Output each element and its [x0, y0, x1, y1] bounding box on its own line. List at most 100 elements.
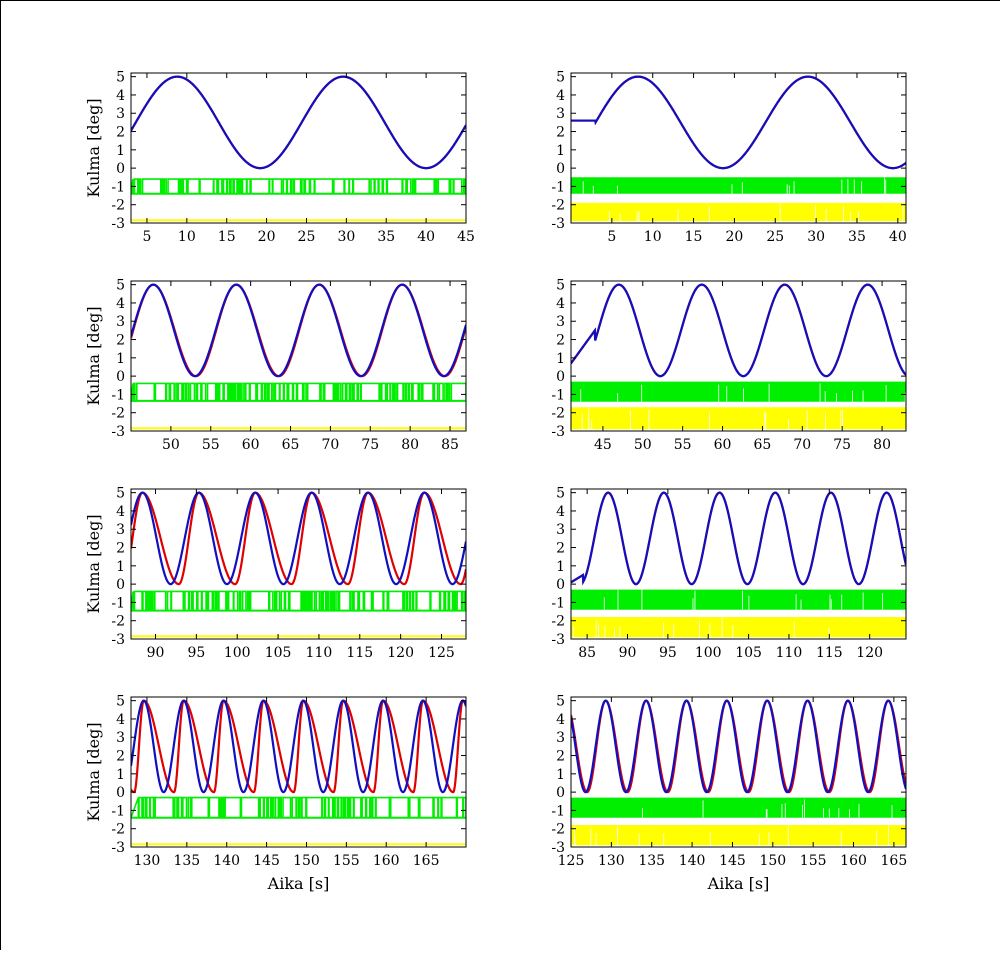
panel-7: 5 4 3 2 1 0 -1 -2 -3 130 135 140 145 150 155 160 165 Kulm… — [84, 694, 467, 893]
series-reference-line — [131, 75, 466, 170]
x-tick-label: 45 — [594, 437, 612, 453]
y-tick-label: 1 — [116, 767, 125, 783]
y-tick-label: 5 — [556, 70, 565, 86]
y-tick-label: 1 — [116, 351, 125, 367]
y-axis-label: Kulma [deg] — [84, 306, 103, 405]
x-tick-label: 60 — [242, 437, 260, 453]
x-tick-label: 25 — [298, 229, 316, 245]
x-tick-label: 30 — [337, 229, 355, 245]
series-measured-line — [571, 283, 906, 378]
x-tick-label: 125 — [558, 853, 585, 869]
x-axis-label: Aika [s] — [267, 874, 330, 893]
y-tick-label: 4 — [556, 296, 565, 312]
x-tick-label: 80 — [401, 437, 419, 453]
y-tick-label: 0 — [116, 369, 125, 385]
y-tick-label: 3 — [116, 106, 125, 122]
y-tick-label: -1 — [111, 595, 125, 611]
x-tick-label: 105 — [265, 645, 292, 661]
x-tick-label: 140 — [679, 853, 706, 869]
series-reference-line — [571, 75, 906, 170]
y-tick-label: 3 — [116, 522, 125, 538]
x-tick-label: 110 — [776, 645, 803, 661]
axes-frame — [130, 696, 467, 848]
x-tick-label: 5 — [142, 229, 151, 245]
y-tick-label: -1 — [551, 179, 565, 195]
y-tick-label: 5 — [556, 278, 565, 294]
x-tick-label: 70 — [793, 437, 811, 453]
x-tick-label: 65 — [754, 437, 772, 453]
y-tick-label: 5 — [116, 278, 125, 294]
x-tick-label: 115 — [816, 645, 843, 661]
y-tick-label: 0 — [116, 577, 125, 593]
series-green-band — [571, 381, 906, 402]
series-measured-line — [131, 699, 466, 794]
x-tick-label: 15 — [685, 229, 703, 245]
y-tick-label: -2 — [551, 198, 565, 214]
x-tick-label: 140 — [213, 853, 240, 869]
y-tick-label: 4 — [116, 88, 125, 104]
x-tick-label: 50 — [634, 437, 652, 453]
y-tick-label: 1 — [556, 767, 565, 783]
x-tick-label: 150 — [293, 853, 320, 869]
y-axis-label: Kulma [deg] — [84, 722, 103, 821]
x-tick-label: 25 — [766, 229, 784, 245]
x-tick-label: 120 — [856, 645, 883, 661]
y-tick-label: -3 — [551, 216, 565, 232]
y-tick-label: 4 — [556, 712, 565, 728]
y-axis-label: Kulma [deg] — [84, 98, 103, 197]
axes-frame — [130, 280, 467, 432]
y-tick-label: 2 — [556, 749, 565, 765]
series-measured-line — [571, 491, 906, 586]
y-tick-label: -3 — [111, 216, 125, 232]
x-tick-label: 100 — [224, 645, 251, 661]
y-tick-label: -2 — [111, 198, 125, 214]
y-tick-label: 5 — [116, 70, 125, 86]
x-tick-label: 30 — [807, 229, 825, 245]
x-tick-label: 90 — [619, 645, 637, 661]
x-tick-label: 20 — [258, 229, 276, 245]
x-tick-label: 90 — [147, 645, 165, 661]
y-tick-label: -1 — [551, 595, 565, 611]
y-tick-label: 3 — [556, 106, 565, 122]
y-tick-label: 5 — [116, 694, 125, 710]
series-green-band — [571, 589, 906, 610]
y-tick-label: 0 — [556, 577, 565, 593]
x-tick-label: 160 — [840, 853, 867, 869]
y-tick-label: 3 — [556, 522, 565, 538]
x-tick-label: 75 — [361, 437, 379, 453]
y-tick-label: -3 — [111, 424, 125, 440]
x-tick-label: 165 — [413, 853, 440, 869]
y-tick-label: 2 — [116, 333, 125, 349]
y-tick-label: 5 — [556, 486, 565, 502]
series-yellow-band — [571, 407, 906, 430]
x-tick-label: 165 — [881, 853, 908, 869]
y-tick-label: -2 — [111, 614, 125, 630]
axes-frame — [570, 280, 907, 432]
x-tick-label: 10 — [644, 229, 662, 245]
axes-frame — [570, 488, 907, 640]
y-tick-label: -2 — [551, 614, 565, 630]
series-green-band — [571, 177, 906, 194]
x-tick-label: 85 — [578, 645, 596, 661]
axes-frame — [130, 72, 467, 224]
x-tick-label: 115 — [346, 645, 373, 661]
series-measured-line — [131, 491, 466, 586]
plot-area — [131, 491, 466, 638]
x-tick-label: 145 — [253, 853, 280, 869]
series-green-bits — [131, 590, 466, 612]
y-tick-label: 5 — [556, 694, 565, 710]
x-tick-label: 135 — [638, 853, 665, 869]
x-tick-label: 150 — [759, 853, 786, 869]
plot-area — [571, 699, 906, 846]
y-tick-label: 1 — [116, 559, 125, 575]
x-tick-label: 65 — [282, 437, 300, 453]
y-tick-label: 2 — [556, 125, 565, 141]
x-tick-label: 110 — [306, 645, 333, 661]
y-tick-label: 1 — [116, 143, 125, 159]
x-tick-label: 125 — [428, 645, 455, 661]
y-tick-label: -3 — [111, 840, 125, 856]
